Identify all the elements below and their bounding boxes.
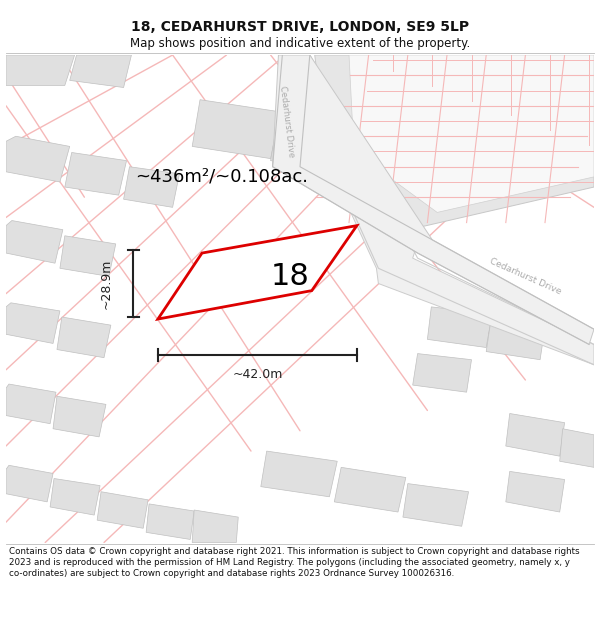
Polygon shape (97, 492, 148, 528)
Polygon shape (315, 55, 594, 228)
Polygon shape (53, 396, 106, 437)
Polygon shape (158, 226, 357, 319)
Polygon shape (192, 510, 238, 542)
Polygon shape (427, 307, 492, 348)
Polygon shape (506, 471, 565, 512)
Polygon shape (6, 302, 60, 344)
Text: Contains OS data © Crown copyright and database right 2021. This information is : Contains OS data © Crown copyright and d… (9, 547, 580, 578)
Polygon shape (6, 55, 74, 86)
Polygon shape (60, 236, 116, 276)
Polygon shape (57, 317, 111, 357)
Polygon shape (146, 504, 194, 539)
Text: ~28.9m: ~28.9m (100, 258, 112, 309)
Text: 18, CEDARHURST DRIVE, LONDON, SE9 5LP: 18, CEDARHURST DRIVE, LONDON, SE9 5LP (131, 19, 469, 34)
Polygon shape (506, 414, 565, 456)
Polygon shape (65, 152, 127, 195)
Polygon shape (50, 479, 100, 515)
Polygon shape (349, 55, 594, 212)
Text: 18: 18 (271, 262, 310, 291)
Polygon shape (124, 167, 179, 208)
Text: Map shows position and indicative extent of the property.: Map shows position and indicative extent… (130, 38, 470, 50)
Text: Cedarhurst Drive: Cedarhurst Drive (488, 256, 563, 296)
Text: ~436m²/~0.108ac.: ~436m²/~0.108ac. (135, 168, 308, 186)
Polygon shape (6, 384, 56, 424)
Polygon shape (413, 354, 472, 392)
Polygon shape (334, 468, 406, 512)
Polygon shape (6, 136, 70, 182)
Polygon shape (192, 99, 280, 159)
Polygon shape (6, 465, 53, 502)
Text: ~42.0m: ~42.0m (232, 368, 283, 381)
Polygon shape (486, 319, 545, 359)
Polygon shape (560, 429, 594, 468)
Polygon shape (261, 451, 337, 497)
Text: Cedarhurst Drive: Cedarhurst Drive (278, 84, 296, 158)
Polygon shape (278, 55, 594, 365)
Polygon shape (70, 55, 131, 88)
Polygon shape (271, 114, 357, 172)
Polygon shape (403, 484, 469, 526)
Polygon shape (272, 55, 594, 344)
Polygon shape (6, 221, 63, 263)
